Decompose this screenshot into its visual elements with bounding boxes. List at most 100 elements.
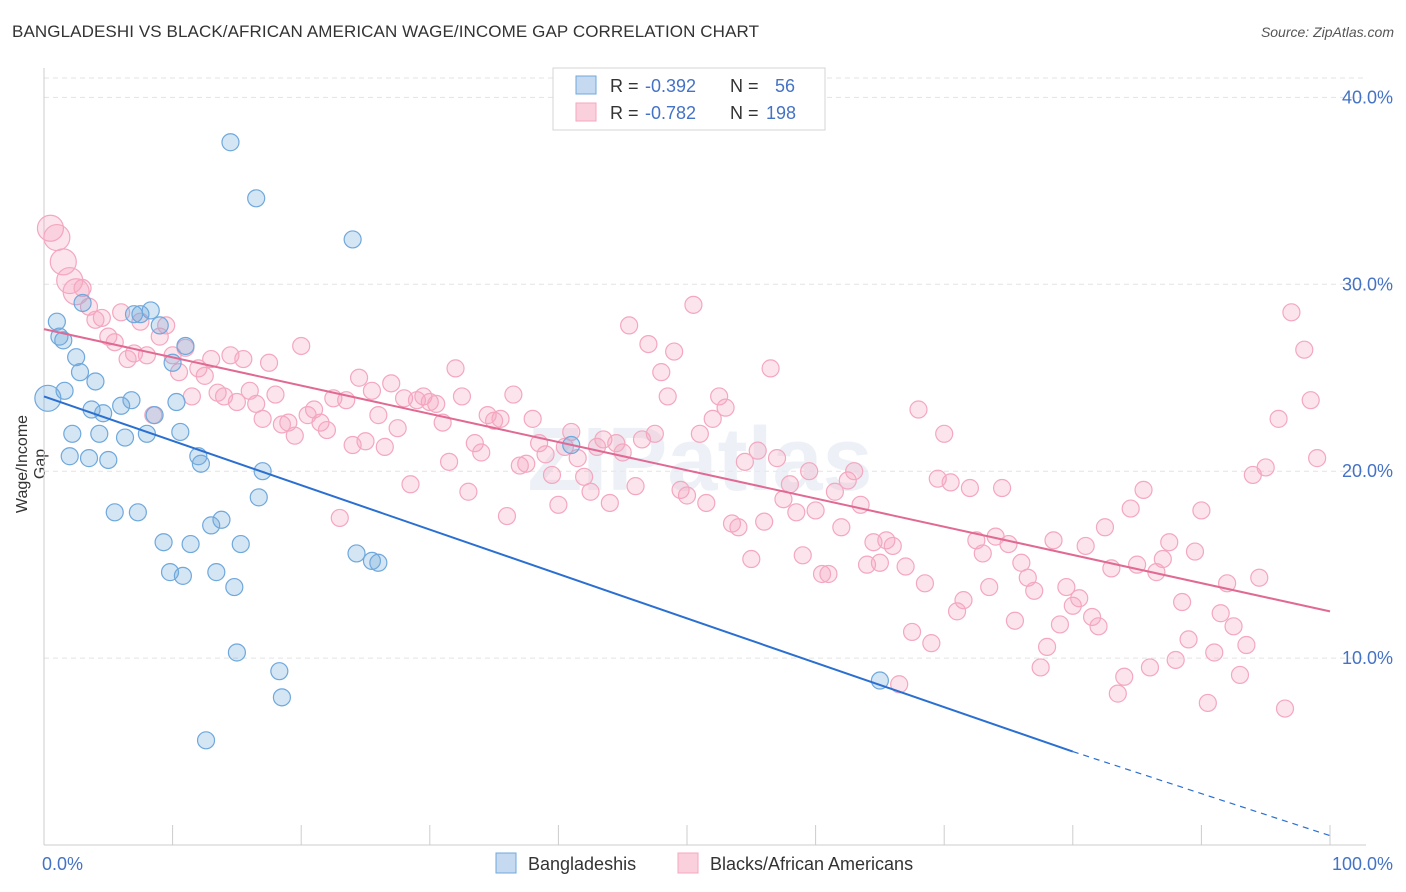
- point-black-178: [1185, 542, 1205, 561]
- trend-lines: [43, 328, 1331, 837]
- point-bangladeshi-26: [150, 316, 169, 335]
- point-black-149: [999, 534, 1018, 554]
- point-black-123: [832, 518, 851, 537]
- point-black-131: [883, 536, 902, 556]
- point-black-93: [639, 334, 658, 354]
- bottom-swatch-black: [677, 852, 699, 874]
- point-black-43: [317, 420, 337, 440]
- point-black-50: [362, 381, 382, 400]
- point-bangladeshi-24: [141, 301, 160, 320]
- point-bangladeshi-16: [105, 503, 124, 522]
- point-black-105: [716, 398, 735, 417]
- point-black-88: [607, 434, 626, 453]
- point-black-192: [1282, 303, 1301, 322]
- point-black-78: [542, 465, 562, 485]
- point-black-97: [665, 342, 684, 361]
- point-black-63: [446, 359, 465, 378]
- point-black-148: [992, 478, 1012, 498]
- point-black-20: [169, 363, 189, 382]
- point-black-122: [825, 482, 844, 501]
- point-bangladeshi-36: [191, 454, 210, 473]
- point-bangladeshi-37: [196, 731, 216, 750]
- point-black-107: [729, 518, 748, 537]
- source-label: Source: ZipAtlas.com: [1260, 24, 1394, 40]
- point-black-194: [1301, 391, 1320, 410]
- point-black-72: [504, 385, 523, 404]
- x-tick-label-min: 0.0%: [42, 854, 83, 874]
- point-black-188: [1250, 568, 1269, 587]
- legend-r-value-0: -0.392: [645, 76, 696, 96]
- point-black-142: [954, 591, 973, 610]
- point-black-133: [896, 557, 915, 576]
- point-black-104: [710, 387, 729, 406]
- x-tick-label-max: 100.0%: [1332, 854, 1393, 874]
- point-black-64: [452, 387, 472, 406]
- point-black-95: [652, 363, 671, 382]
- point-black-52: [375, 437, 394, 456]
- point-bangladeshi-50: [343, 230, 362, 249]
- point-black-87: [600, 493, 619, 513]
- point-bangladeshi-32: [173, 566, 192, 585]
- point-black-141: [947, 602, 967, 621]
- point-black-116: [787, 503, 806, 522]
- point-black-67: [472, 443, 491, 462]
- point-bangladeshi-51: [347, 544, 366, 563]
- point-black-48: [349, 368, 369, 387]
- legend-r-value-1: -0.782: [645, 103, 696, 123]
- point-black-145: [973, 544, 992, 563]
- point-black-118: [800, 462, 819, 481]
- point-black-157: [1050, 615, 1070, 634]
- point-black-119: [806, 501, 825, 520]
- point-black-140: [941, 473, 960, 492]
- trend-line-extension-0: [1072, 750, 1331, 837]
- point-black-42: [311, 413, 330, 432]
- point-black-162: [1082, 607, 1102, 627]
- point-bangladeshi-4: [55, 381, 74, 400]
- point-black-4: [62, 278, 90, 306]
- point-black-77: [536, 445, 555, 464]
- point-black-33: [253, 409, 272, 428]
- point-black-166: [1108, 684, 1127, 703]
- point-black-108: [735, 452, 754, 471]
- point-black-73: [510, 456, 529, 475]
- point-black-173: [1153, 549, 1172, 569]
- point-black-84: [581, 482, 600, 501]
- y-tick-label: 10.0%: [1342, 648, 1393, 668]
- point-bangladeshi-17: [112, 396, 131, 415]
- point-black-99: [677, 486, 697, 505]
- legend-series-1: Blacks/African Americans: [710, 854, 913, 874]
- point-black-36: [272, 415, 292, 434]
- point-bangladeshi-7: [67, 348, 86, 367]
- point-black-83: [575, 467, 594, 486]
- point-black-102: [697, 493, 716, 513]
- point-black-135: [909, 400, 928, 419]
- point-black-111: [755, 512, 774, 531]
- point-bangladeshi-10: [79, 449, 99, 468]
- chart-title: BANGLADESHI VS BLACK/AFRICAN AMERICAN WA…: [12, 22, 760, 41]
- point-black-151: [1012, 553, 1031, 572]
- point-black-126: [851, 495, 870, 514]
- point-bangladeshi-27: [154, 533, 173, 552]
- legend-swatch-black: [575, 102, 597, 122]
- point-bangladeshi-53: [369, 553, 388, 572]
- point-black-117: [793, 546, 812, 565]
- point-black-45: [330, 508, 349, 528]
- point-black-175: [1166, 650, 1185, 670]
- point-black-14: [131, 312, 150, 331]
- point-black-161: [1076, 536, 1095, 556]
- point-black-190: [1269, 409, 1288, 428]
- point-black-18: [157, 316, 176, 335]
- point-black-171: [1140, 658, 1160, 677]
- trend-line-1: [43, 328, 1331, 613]
- point-black-177: [1179, 630, 1198, 649]
- point-black-154: [1031, 658, 1050, 677]
- point-black-112: [761, 359, 780, 378]
- point-black-115: [780, 475, 799, 494]
- legend-series-0: Bangladeshis: [528, 854, 636, 874]
- point-black-120: [812, 564, 832, 584]
- point-bangladeshi-9: [73, 293, 92, 313]
- point-black-53: [382, 374, 401, 393]
- point-bangladeshi-55: [870, 671, 890, 690]
- y-tick-labels: 10.0% 20.0% 30.0% 40.0%: [1342, 87, 1393, 668]
- point-black-101: [690, 424, 709, 443]
